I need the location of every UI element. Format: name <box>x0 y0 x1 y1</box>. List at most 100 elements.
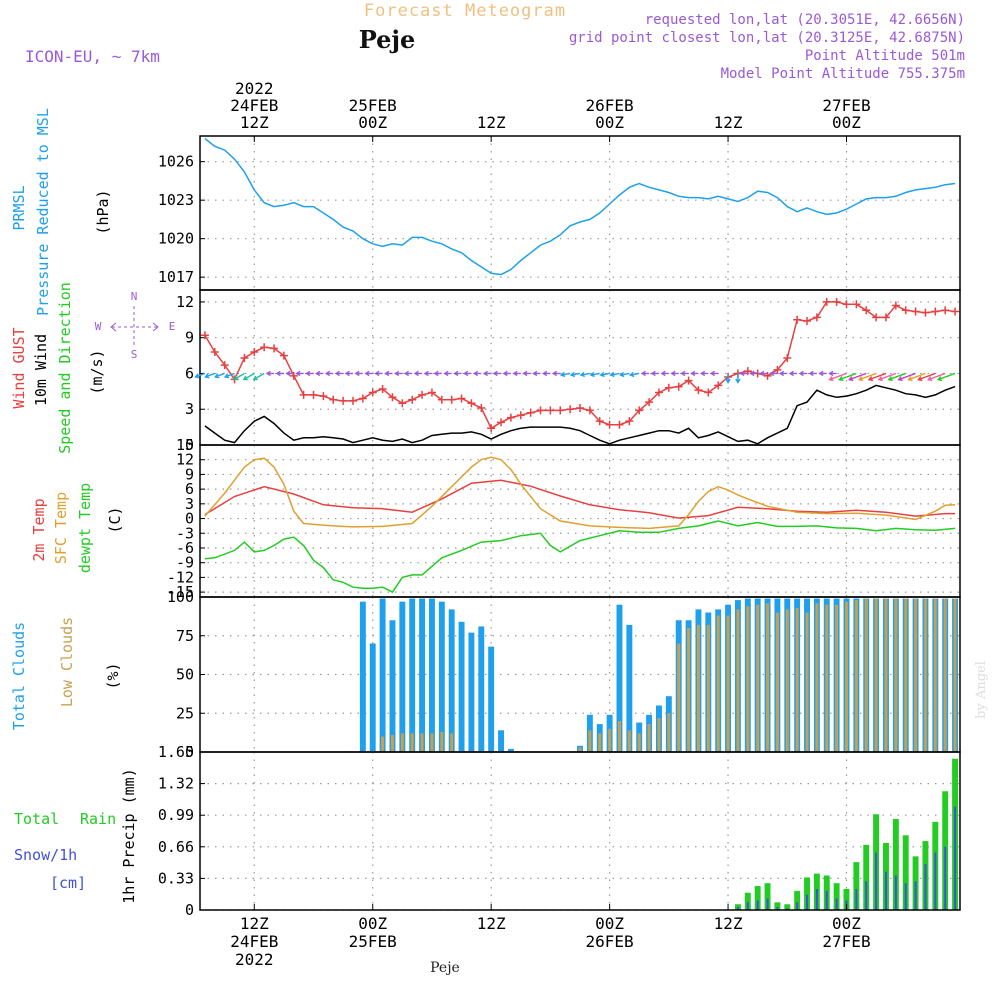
time-label-bottom: 2022 <box>235 950 274 969</box>
wind-arrow-head <box>788 370 794 377</box>
gust-point <box>260 343 269 352</box>
wind-direction-arrow <box>571 372 581 376</box>
series-line-2m-temp <box>204 479 956 519</box>
low-cloud-bar <box>953 598 957 752</box>
y-tick-label: -6 <box>176 539 194 557</box>
low-cloud-bar <box>785 609 789 752</box>
total-cloud-bar <box>428 598 435 752</box>
y-tick-label: 0.66 <box>158 838 194 856</box>
gust-point <box>931 307 940 316</box>
wind-arrow-head <box>242 375 248 381</box>
gust-point <box>605 420 614 429</box>
wind-arrow-head <box>472 370 479 377</box>
wind-direction-arrow <box>215 372 225 378</box>
gust-point <box>398 399 407 408</box>
gust-point <box>704 388 713 397</box>
wind-arrow-head <box>265 370 271 377</box>
low-cloud-bar <box>381 736 385 752</box>
gust-point <box>872 313 881 322</box>
wind-arrow-head <box>403 370 409 377</box>
wind-arrow-head <box>798 370 804 377</box>
snow-bar <box>954 806 957 910</box>
gust-point <box>881 313 890 322</box>
wind-direction-arrow <box>590 372 600 376</box>
total-cloud-bar <box>399 601 406 752</box>
wind-arrow-head <box>194 373 200 379</box>
time-label-bottom: 24FEB <box>230 932 278 951</box>
low-cloud-bar <box>667 713 671 752</box>
credit: by Angel <box>974 661 989 719</box>
wind-arrow-head <box>502 370 508 377</box>
snow-bar <box>944 846 947 910</box>
precip-unit: 1hr Precip (mm) <box>120 768 138 903</box>
panel-frame <box>199 751 961 911</box>
time-label-bottom: 26FEB <box>586 932 634 951</box>
wind-arrow-head <box>650 370 656 377</box>
gust-point <box>497 418 506 427</box>
y-tick-label: 6 <box>185 364 194 382</box>
compass-rose-icon <box>110 306 159 348</box>
wind-arrow-head <box>699 370 706 377</box>
model-name: ICON-EU, ~ 7km <box>25 47 160 66</box>
y-tick-label: -15 <box>167 583 194 601</box>
wind-arrow-head <box>413 370 419 377</box>
gust-point <box>714 381 723 390</box>
wind-direction-arrow <box>849 372 867 381</box>
wind-arrow-head <box>680 370 686 377</box>
time-label-bottom: 00Z <box>832 914 861 933</box>
gust-point <box>270 344 279 353</box>
wind-arrow-head <box>887 376 893 382</box>
gust-point <box>832 297 841 306</box>
low-cloud-bar <box>923 598 927 752</box>
gust-point <box>773 365 782 374</box>
gust-point <box>635 406 644 415</box>
y-tick-label: 0 <box>185 901 194 919</box>
wind-arrow-head <box>492 370 498 377</box>
total-cloud-bar <box>507 748 514 752</box>
snow-bar <box>796 902 799 910</box>
low-cloud-bar <box>845 601 848 752</box>
pressure-label: Pressure Reduced to MSL <box>34 108 52 316</box>
gust-point <box>595 417 604 426</box>
wind-arrow-head <box>275 370 281 377</box>
gust-point <box>309 390 318 399</box>
wind-arrow-head <box>364 370 370 377</box>
gust-point <box>200 331 209 340</box>
snow-bar <box>894 875 897 910</box>
wind-arrow-head <box>354 370 360 377</box>
gust-point <box>279 351 288 360</box>
compass-e: E <box>169 320 176 333</box>
precip-total-label: Total <box>14 810 59 828</box>
model-altitude: Model Point Altitude 755.375m <box>721 66 965 82</box>
wind-arrow-head <box>848 376 854 382</box>
rain-bar <box>902 835 909 910</box>
wind-direction-arrow <box>195 372 206 378</box>
wind-direction-arrow <box>600 372 610 376</box>
total-cloud-bar <box>498 730 504 752</box>
gust-point <box>615 420 624 429</box>
wind-arrow-head <box>589 371 595 378</box>
gust-point <box>388 393 397 402</box>
low-cloud-bar <box>874 598 878 752</box>
total-cloud-bar <box>359 601 366 752</box>
time-label-bottom: 12Z <box>240 914 269 933</box>
wind-arrow-head <box>559 371 566 378</box>
gust-point <box>457 394 466 403</box>
wind-arrow-head <box>463 370 469 377</box>
y-tick-label: -3 <box>176 524 194 542</box>
snow-bar <box>746 902 749 910</box>
low-cloud-bar <box>598 733 602 752</box>
low-cloud-bar <box>637 733 641 752</box>
snow-bar <box>786 908 789 910</box>
pressure-unit: (hPa) <box>94 189 112 234</box>
wind-arrow-head <box>640 370 646 377</box>
time-label-top: 25FEB <box>349 96 397 115</box>
wind-arrow-head <box>334 370 340 377</box>
gust-point <box>546 406 555 415</box>
wind-arrow-head <box>532 370 538 377</box>
wind-arrow-head <box>214 373 220 379</box>
low-cloud-bar <box>825 604 829 752</box>
wind-direction-arrow <box>937 372 956 381</box>
total-cloud-bar <box>419 598 426 752</box>
wind-arrow-head <box>725 378 731 384</box>
